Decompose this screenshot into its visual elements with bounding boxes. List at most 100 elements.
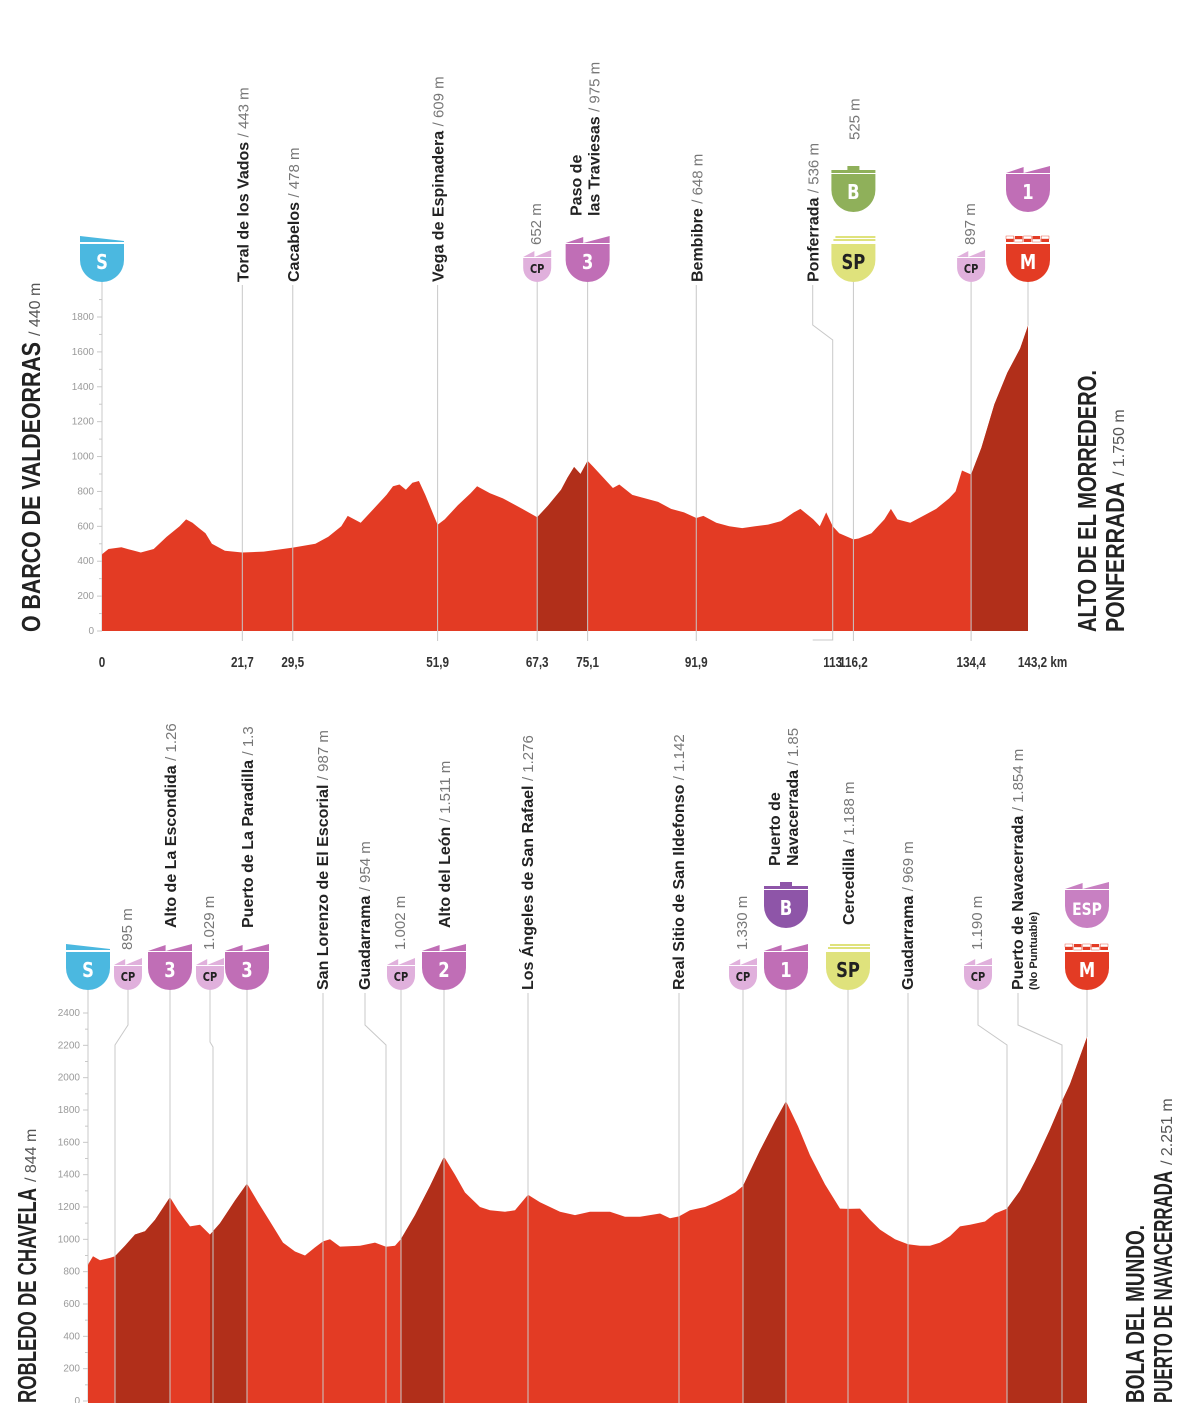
svg-text:SP: SP	[836, 960, 860, 983]
route-marker: 3 Puerto de La Paradilla / 1.3	[225, 726, 269, 1403]
svg-text:2: 2	[438, 960, 449, 983]
y-tick-label: 1200	[72, 417, 95, 428]
x-tick-label: 0	[99, 654, 106, 671]
y-tick-label: 1600	[58, 1137, 81, 1148]
svg-text:CP: CP	[394, 970, 408, 984]
svg-text:CP: CP	[971, 970, 985, 984]
svg-text:CP: CP	[121, 970, 135, 984]
altitude-label: 525 m	[846, 98, 863, 140]
finish-badge-icon: M	[1005, 235, 1050, 282]
y-tick-label: 1800	[58, 1105, 81, 1116]
place-label: Navacerrada / 1.85	[785, 728, 802, 866]
y-axis: 0 200 400 600 800 1000 1200 1400 1600 1800 2000 220…	[58, 990, 89, 1403]
altitude-label: 897 m	[962, 203, 979, 245]
y-tick-label: 2400	[58, 1008, 81, 1019]
route-marker: Los Ángeles de San Rafael / 1.276	[518, 735, 537, 1403]
cat-badge-icon: 3	[565, 236, 610, 282]
y-tick-label: 400	[77, 556, 94, 567]
finish-badge-icon: M	[1064, 943, 1109, 990]
finish-city-label-line2: PONFERRADA/ 1.750 m	[1100, 409, 1130, 632]
x-tick-label: 143,2 km	[1018, 654, 1067, 671]
y-tick-label: 1400	[72, 382, 95, 393]
route-marker: Guadarrama / 969 m	[900, 841, 917, 1403]
route-marker: CP 1.330 m	[729, 896, 757, 1403]
route-marker: Puerto de Navacerrada / 1.854 m(No Puntu…	[1010, 749, 1063, 1403]
y-tick-label: 0	[88, 626, 94, 637]
y-tick-label: 400	[63, 1331, 80, 1342]
y-tick-label: 200	[77, 591, 94, 602]
place-label: Cacabelos / 478 m	[286, 147, 303, 282]
route-marker: Toral de los Vados / 443 m	[235, 87, 252, 641]
svg-text:B: B	[847, 182, 859, 205]
place-label: Cercedilla / 1.188 m	[841, 782, 858, 925]
place-label: Puerto de La Paradilla / 1.3	[240, 726, 257, 928]
x-tick-label: 75,1	[576, 654, 599, 671]
altitude-label: 652 m	[528, 203, 545, 245]
route-marker: CP 1.002 m	[387, 896, 415, 1403]
cat-badge-icon: 3	[225, 944, 269, 990]
place-label: Alto de La Escondida / 1.26	[163, 723, 180, 928]
route-marker: SP B 525 m	[831, 98, 876, 641]
place-label: Bembibre / 648 m	[689, 154, 706, 282]
altitude-label: 1.002 m	[392, 896, 409, 950]
y-tick-label: 1400	[58, 1170, 81, 1181]
y-tick-label: 1200	[58, 1202, 81, 1213]
route-marker: 2 Alto del León / 1.511 m	[422, 761, 466, 1403]
cp-badge-icon: CP	[114, 958, 142, 990]
svg-text:3: 3	[164, 960, 175, 983]
cp-badge-icon: CP	[523, 250, 552, 283]
route-marker: 1 B Puerto de Navacerrada / 1.85	[764, 728, 808, 1403]
route-marker: Vega de Espinadera / 609 m	[431, 76, 448, 641]
place-label: Alto del León / 1.511 m	[437, 761, 454, 928]
route-marker: M ESP	[1064, 882, 1109, 1038]
start-city-label: O BARCO DE VALDEORRAS/ 440 m	[16, 283, 46, 632]
altitude-label: 1.330 m	[734, 896, 751, 950]
place-label: Puerto de Navacerrada / 1.854 m	[1010, 749, 1027, 990]
cp-badge-icon: CP	[964, 958, 992, 990]
route-marker: Real Sitio de San Ildefonso / 1.142	[671, 734, 688, 1403]
cp-badge-icon: CP	[729, 958, 757, 990]
place-label: Los Ángeles de San Rafael / 1.276	[518, 735, 537, 990]
route-marker: San Lorenzo de El Escorial / 987 m	[315, 730, 332, 1403]
place-label: Ponferrada / 536 m	[806, 143, 823, 282]
route-marker: S	[66, 944, 110, 1265]
y-tick-label: 800	[63, 1267, 80, 1278]
finish-city-label: ALTO DE EL MORREDERO.	[1072, 370, 1102, 632]
climb-segment	[210, 1037, 247, 1403]
altitude-label: 895 m	[119, 908, 136, 950]
cp-badge-icon: CP	[196, 958, 224, 990]
svg-text:B: B	[780, 898, 792, 921]
place-label: Guadarrama / 954 m	[357, 841, 374, 990]
x-tick-label: 91,9	[685, 654, 708, 671]
start-badge-icon: S	[66, 944, 110, 990]
cat-badge-icon: 1	[1006, 166, 1050, 212]
start-city-label: ROBLEDO DE CHAVELA/ 844 m	[12, 1129, 42, 1403]
y-tick-label: 800	[77, 486, 94, 497]
place-label: San Lorenzo de El Escorial / 987 m	[315, 730, 332, 990]
place-label: las Traviesas / 975 m	[587, 62, 604, 216]
place-label: Guadarrama / 969 m	[900, 841, 917, 990]
route-marker: CP 897 m	[957, 203, 986, 641]
y-tick-label: 1600	[72, 347, 95, 358]
svg-text:S: S	[96, 252, 108, 275]
route-marker: SP Cercedilla / 1.188 m	[826, 782, 870, 1403]
svg-text:3: 3	[582, 252, 593, 275]
x-tick-label: 21,7	[231, 654, 254, 671]
climb-segment	[1007, 1037, 1087, 1403]
altitude-label: 1.190 m	[969, 896, 986, 950]
svg-text:M: M	[1020, 252, 1036, 275]
svg-text:CP: CP	[964, 262, 978, 276]
finish-city-label: BOLA DEL MUNDO.	[1120, 1225, 1150, 1403]
y-tick-label: 1800	[72, 312, 95, 323]
y-tick-label: 600	[63, 1299, 80, 1310]
svg-text:S: S	[82, 960, 94, 983]
svg-text:CP: CP	[736, 970, 750, 984]
climb-segment	[743, 1037, 786, 1403]
x-tick-label: 134,4	[956, 654, 986, 671]
place-label: Paso de	[569, 155, 586, 216]
place-label: Vega de Espinadera / 609 m	[431, 76, 448, 282]
x-tick-label: 67,3	[526, 654, 549, 671]
start-badge-icon: S	[80, 236, 124, 282]
altitude-label: 1.029 m	[201, 896, 218, 950]
